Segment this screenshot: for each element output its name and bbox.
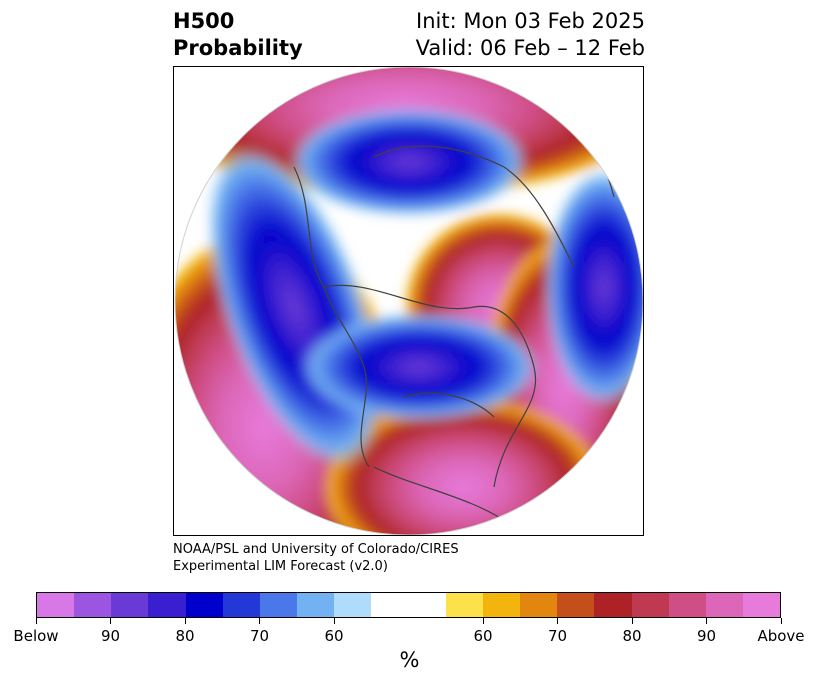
- colorbar-segment: [520, 593, 558, 617]
- colorbar-segment: [705, 593, 743, 617]
- probability-map: [173, 66, 644, 536]
- colorbar-tickmark: [557, 618, 558, 624]
- colorbar-segment: [185, 593, 223, 617]
- forecast-dates: Init: Mon 03 Feb 2025 Valid: 06 Feb – 12…: [416, 8, 645, 62]
- colorbar-segment: [334, 593, 372, 617]
- credit-line-2: Experimental LIM Forecast (v2.0): [173, 559, 388, 574]
- colorbar-segment: [222, 593, 260, 617]
- title-line-1: H500: [173, 9, 235, 33]
- title-line-2: Probability: [173, 36, 303, 60]
- colorbar-tickmark: [780, 618, 782, 624]
- colorbar-tickmark: [110, 618, 111, 624]
- colorbar-tick-label: 70: [249, 627, 270, 645]
- colorbar-segment: [259, 593, 298, 617]
- colorbar-tick-label: Above: [757, 627, 805, 645]
- colorbar-tickmark: [259, 618, 260, 624]
- colorbar-segment: [111, 593, 149, 617]
- credit-line-1: NOAA/PSL and University of Colorado/CIRE…: [173, 542, 459, 557]
- colorbar-segment: [148, 593, 186, 617]
- map-svg: [174, 67, 643, 535]
- hemisphere-disc: [175, 67, 643, 535]
- colorbar-tickmark: [706, 618, 707, 624]
- colorbar-tick-label: 80: [622, 627, 642, 645]
- colorbar-segment: [37, 593, 75, 617]
- colorbar-segment: [742, 593, 781, 617]
- colorbar-segment: [371, 593, 409, 617]
- colorbar-tick-label: 70: [547, 627, 568, 645]
- credit-text: NOAA/PSL and University of Colorado/CIRE…: [173, 541, 459, 575]
- positive-anomaly-north: [175, 67, 643, 197]
- colorbar-segment: [445, 593, 483, 617]
- colorbar-tick-label: 60: [324, 627, 344, 645]
- colorbar-unit: %: [399, 648, 420, 672]
- negative-anomaly-central: [299, 312, 539, 422]
- colorbar-segment: [668, 593, 706, 617]
- valid-range: Valid: 06 Feb – 12 Feb: [415, 36, 645, 60]
- negative-anomaly-pole: [289, 107, 529, 217]
- colorbar-segment: [631, 593, 669, 617]
- map-title: H500 Probability: [173, 8, 303, 62]
- colorbar-segment: [297, 593, 335, 617]
- colorbar-tick-label: 90: [100, 627, 121, 645]
- init-date: Init: Mon 03 Feb 2025: [416, 9, 645, 33]
- colorbar-segment: [594, 593, 632, 617]
- colorbar-segment: [408, 593, 446, 617]
- colorbar-tickmark: [35, 618, 37, 624]
- colorbar-tick-label: 90: [696, 627, 717, 645]
- colorbar-segment: [482, 593, 521, 617]
- colorbar-tickmark: [184, 618, 186, 624]
- colorbar-tick-label: Below: [13, 627, 59, 645]
- colorbar: [36, 592, 781, 618]
- colorbar-segment: [74, 593, 112, 617]
- colorbar-tickmark: [333, 618, 335, 624]
- colorbar-tick-label: 60: [473, 627, 493, 645]
- colorbar-tick-label: 80: [175, 627, 195, 645]
- colorbar-segment: [557, 593, 595, 617]
- colorbar-tickmark: [482, 618, 484, 624]
- colorbar-tickmark: [631, 618, 633, 624]
